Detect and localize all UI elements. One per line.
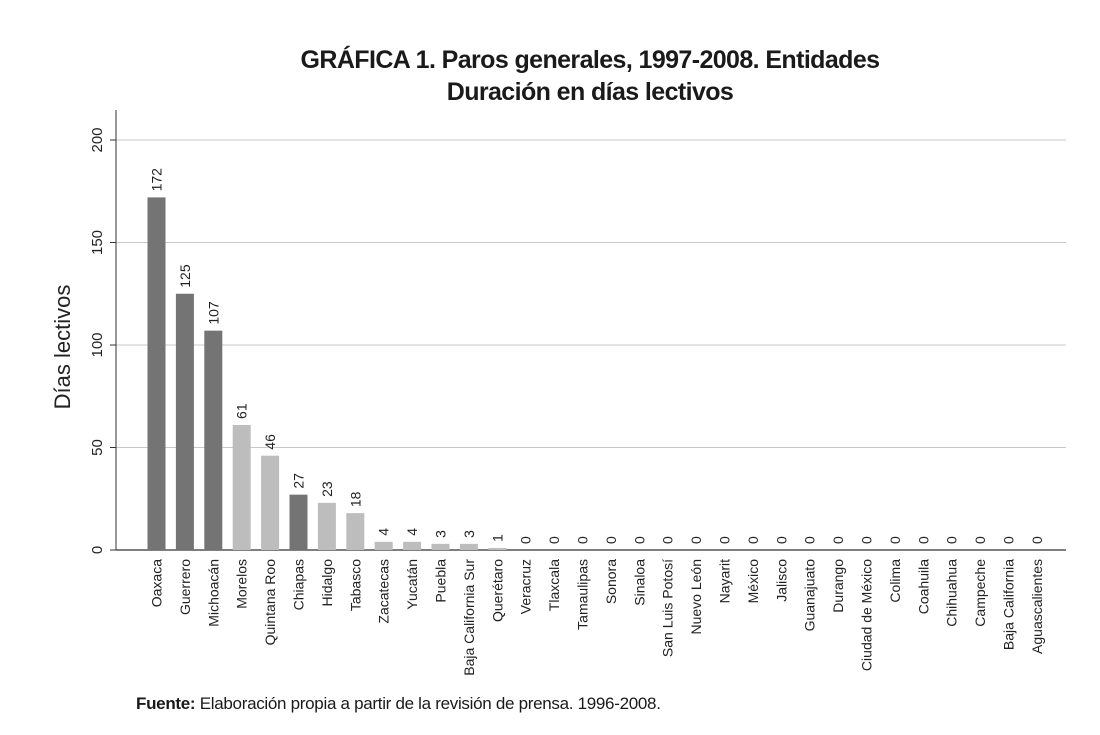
bar bbox=[488, 547, 507, 550]
bar bbox=[431, 543, 450, 550]
data-label: 3 bbox=[433, 530, 449, 538]
y-tick-label: 200 bbox=[89, 127, 106, 152]
data-label: 0 bbox=[631, 536, 647, 544]
chart-title-text: Paros generales, 1997-2008. Entidades bbox=[441, 46, 880, 74]
data-label: 0 bbox=[1001, 536, 1017, 544]
data-label: 18 bbox=[347, 491, 363, 507]
data-label: 0 bbox=[802, 536, 818, 544]
x-tick-label: Nayarit bbox=[717, 559, 733, 603]
x-tick-label: Tabasco bbox=[347, 559, 363, 611]
x-tick-label: Baja California Sur bbox=[461, 559, 477, 676]
source-note: Fuente: Elaboración propia a partir de l… bbox=[136, 694, 661, 714]
x-tick-label: Ciudad de México bbox=[859, 559, 875, 671]
bar bbox=[147, 197, 166, 550]
x-tick-label: Durango bbox=[830, 559, 846, 613]
data-label: 1 bbox=[489, 534, 505, 542]
data-label: 46 bbox=[262, 434, 278, 450]
data-label: 0 bbox=[830, 536, 846, 544]
x-tick-label: Guerrero bbox=[177, 559, 193, 615]
x-tick-label: México bbox=[745, 559, 761, 604]
data-label: 0 bbox=[887, 536, 903, 544]
x-tick-label: Nuevo León bbox=[688, 559, 704, 635]
bar bbox=[346, 513, 365, 550]
data-label: 0 bbox=[660, 536, 676, 544]
source-text: Elaboración propia a partir de la revisi… bbox=[199, 694, 661, 713]
x-tick-label: Coahuila bbox=[915, 559, 931, 614]
data-label: 3 bbox=[461, 530, 477, 538]
x-tick-label: Tamaulipas bbox=[575, 559, 591, 630]
x-tick-label: Chihuahua bbox=[944, 559, 960, 627]
data-label: 125 bbox=[177, 264, 193, 288]
data-label: 0 bbox=[717, 536, 733, 544]
data-label: 0 bbox=[1029, 536, 1045, 544]
x-tick-label: Oaxaca bbox=[149, 559, 165, 607]
bar bbox=[175, 293, 194, 550]
x-tick-label: Aguascalientes bbox=[1029, 559, 1045, 654]
data-label: 0 bbox=[518, 536, 534, 544]
x-tick-label: Jalisco bbox=[773, 559, 789, 602]
bar bbox=[459, 543, 478, 550]
bar bbox=[261, 455, 280, 550]
y-tick-label: 100 bbox=[89, 332, 106, 357]
data-label: 0 bbox=[745, 536, 761, 544]
chart-title-prefix: GRÁFICA 1. bbox=[300, 46, 436, 74]
chart-title: GRÁFICA 1. Paros generales, 1997-2008. E… bbox=[0, 44, 1100, 108]
x-tick-label: Morelos bbox=[234, 559, 250, 609]
x-tick-label: Querétaro bbox=[489, 559, 505, 622]
data-label: 0 bbox=[773, 536, 789, 544]
x-tick-label: Yucatán bbox=[404, 559, 420, 610]
x-tick-label: Hidalgo bbox=[319, 559, 335, 607]
bar bbox=[403, 541, 422, 550]
data-label: 0 bbox=[859, 536, 875, 544]
data-label: 0 bbox=[546, 536, 562, 544]
data-label: 27 bbox=[291, 473, 307, 489]
x-tick-label: Guanajuato bbox=[802, 559, 818, 632]
x-tick-label: Zacatecas bbox=[376, 559, 392, 624]
bar bbox=[374, 541, 393, 550]
x-tick-label: Sonora bbox=[603, 559, 619, 604]
x-tick-label: Chiapas bbox=[291, 559, 307, 610]
y-tick-label: 150 bbox=[89, 230, 106, 255]
data-label: 4 bbox=[376, 528, 392, 536]
x-tick-label: Tlaxcala bbox=[546, 559, 562, 611]
bar bbox=[289, 494, 308, 550]
bar bbox=[232, 424, 251, 550]
bar bbox=[204, 330, 223, 550]
x-tick-label: San Luis Potosí bbox=[660, 559, 676, 657]
x-tick-label: Baja California bbox=[1001, 559, 1017, 650]
y-tick-label: 0 bbox=[89, 546, 106, 554]
x-tick-label: Campeche bbox=[972, 559, 988, 627]
x-tick-label: Sinaloa bbox=[631, 559, 647, 606]
bar bbox=[317, 502, 336, 550]
data-label: 107 bbox=[205, 301, 221, 325]
data-label: 0 bbox=[944, 536, 960, 544]
data-label: 0 bbox=[688, 536, 704, 544]
x-tick-label: Michoacán bbox=[205, 559, 221, 627]
data-label: 61 bbox=[234, 403, 250, 419]
data-label: 23 bbox=[319, 481, 335, 497]
x-tick-label: Puebla bbox=[433, 559, 449, 603]
x-tick-label: Colima bbox=[887, 559, 903, 603]
y-tick-label: 50 bbox=[89, 439, 106, 456]
data-label: 0 bbox=[575, 536, 591, 544]
source-label: Fuente: bbox=[136, 694, 196, 713]
y-axis-label: Días lectivos bbox=[50, 285, 75, 410]
data-label: 172 bbox=[149, 168, 165, 192]
x-tick-label: Quintana Roo bbox=[262, 559, 278, 646]
data-label: 4 bbox=[404, 528, 420, 536]
data-label: 0 bbox=[603, 536, 619, 544]
chart-subtitle: Duración en días lectivos bbox=[446, 78, 734, 106]
x-tick-label: Veracruz bbox=[518, 559, 534, 614]
data-label: 0 bbox=[915, 536, 931, 544]
data-label: 0 bbox=[972, 536, 988, 544]
